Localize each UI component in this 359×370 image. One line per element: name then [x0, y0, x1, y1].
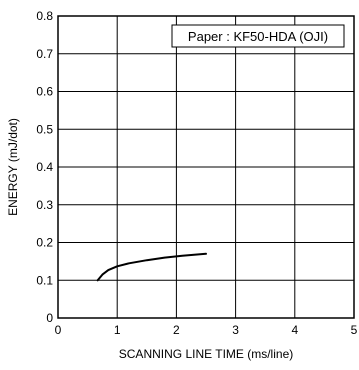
y-tick-label: 0.6: [36, 85, 53, 99]
y-tick-label: 0.8: [36, 9, 53, 23]
x-tick-label: 1: [114, 323, 121, 337]
grid-lines: [58, 16, 354, 318]
x-axis-title: SCANNING LINE TIME (ms/line): [119, 347, 293, 361]
x-tick-label: 5: [351, 323, 358, 337]
legend-box: [171, 24, 345, 48]
y-axis-title: ENERGY (mJ/dot): [6, 118, 20, 216]
y-tick-label: 0.4: [36, 160, 53, 174]
energy-series-line: [96, 252, 207, 282]
x-tick-label: 3: [232, 323, 239, 337]
x-tick-label: 0: [55, 323, 62, 337]
legend-text: Paper : KF50-HDA (OJI): [188, 29, 328, 44]
x-tick-labels: 0 1 2 3 4 5: [55, 323, 358, 337]
y-tick-label: 0.1: [36, 273, 53, 287]
x-tick-label: 4: [291, 323, 298, 337]
y-tick-label: 0: [46, 311, 53, 325]
y-tick-label: 0.7: [36, 47, 53, 61]
x-tick-label: 2: [173, 323, 180, 337]
y-tick-label: 0.3: [36, 198, 53, 212]
y-tick-label: 0.5: [36, 122, 53, 136]
series-layer: [96, 252, 207, 282]
y-tick-labels: 0 0.1 0.2 0.3 0.4 0.5 0.6 0.7 0.8: [36, 9, 53, 325]
y-tick-label: 0.2: [36, 236, 53, 250]
